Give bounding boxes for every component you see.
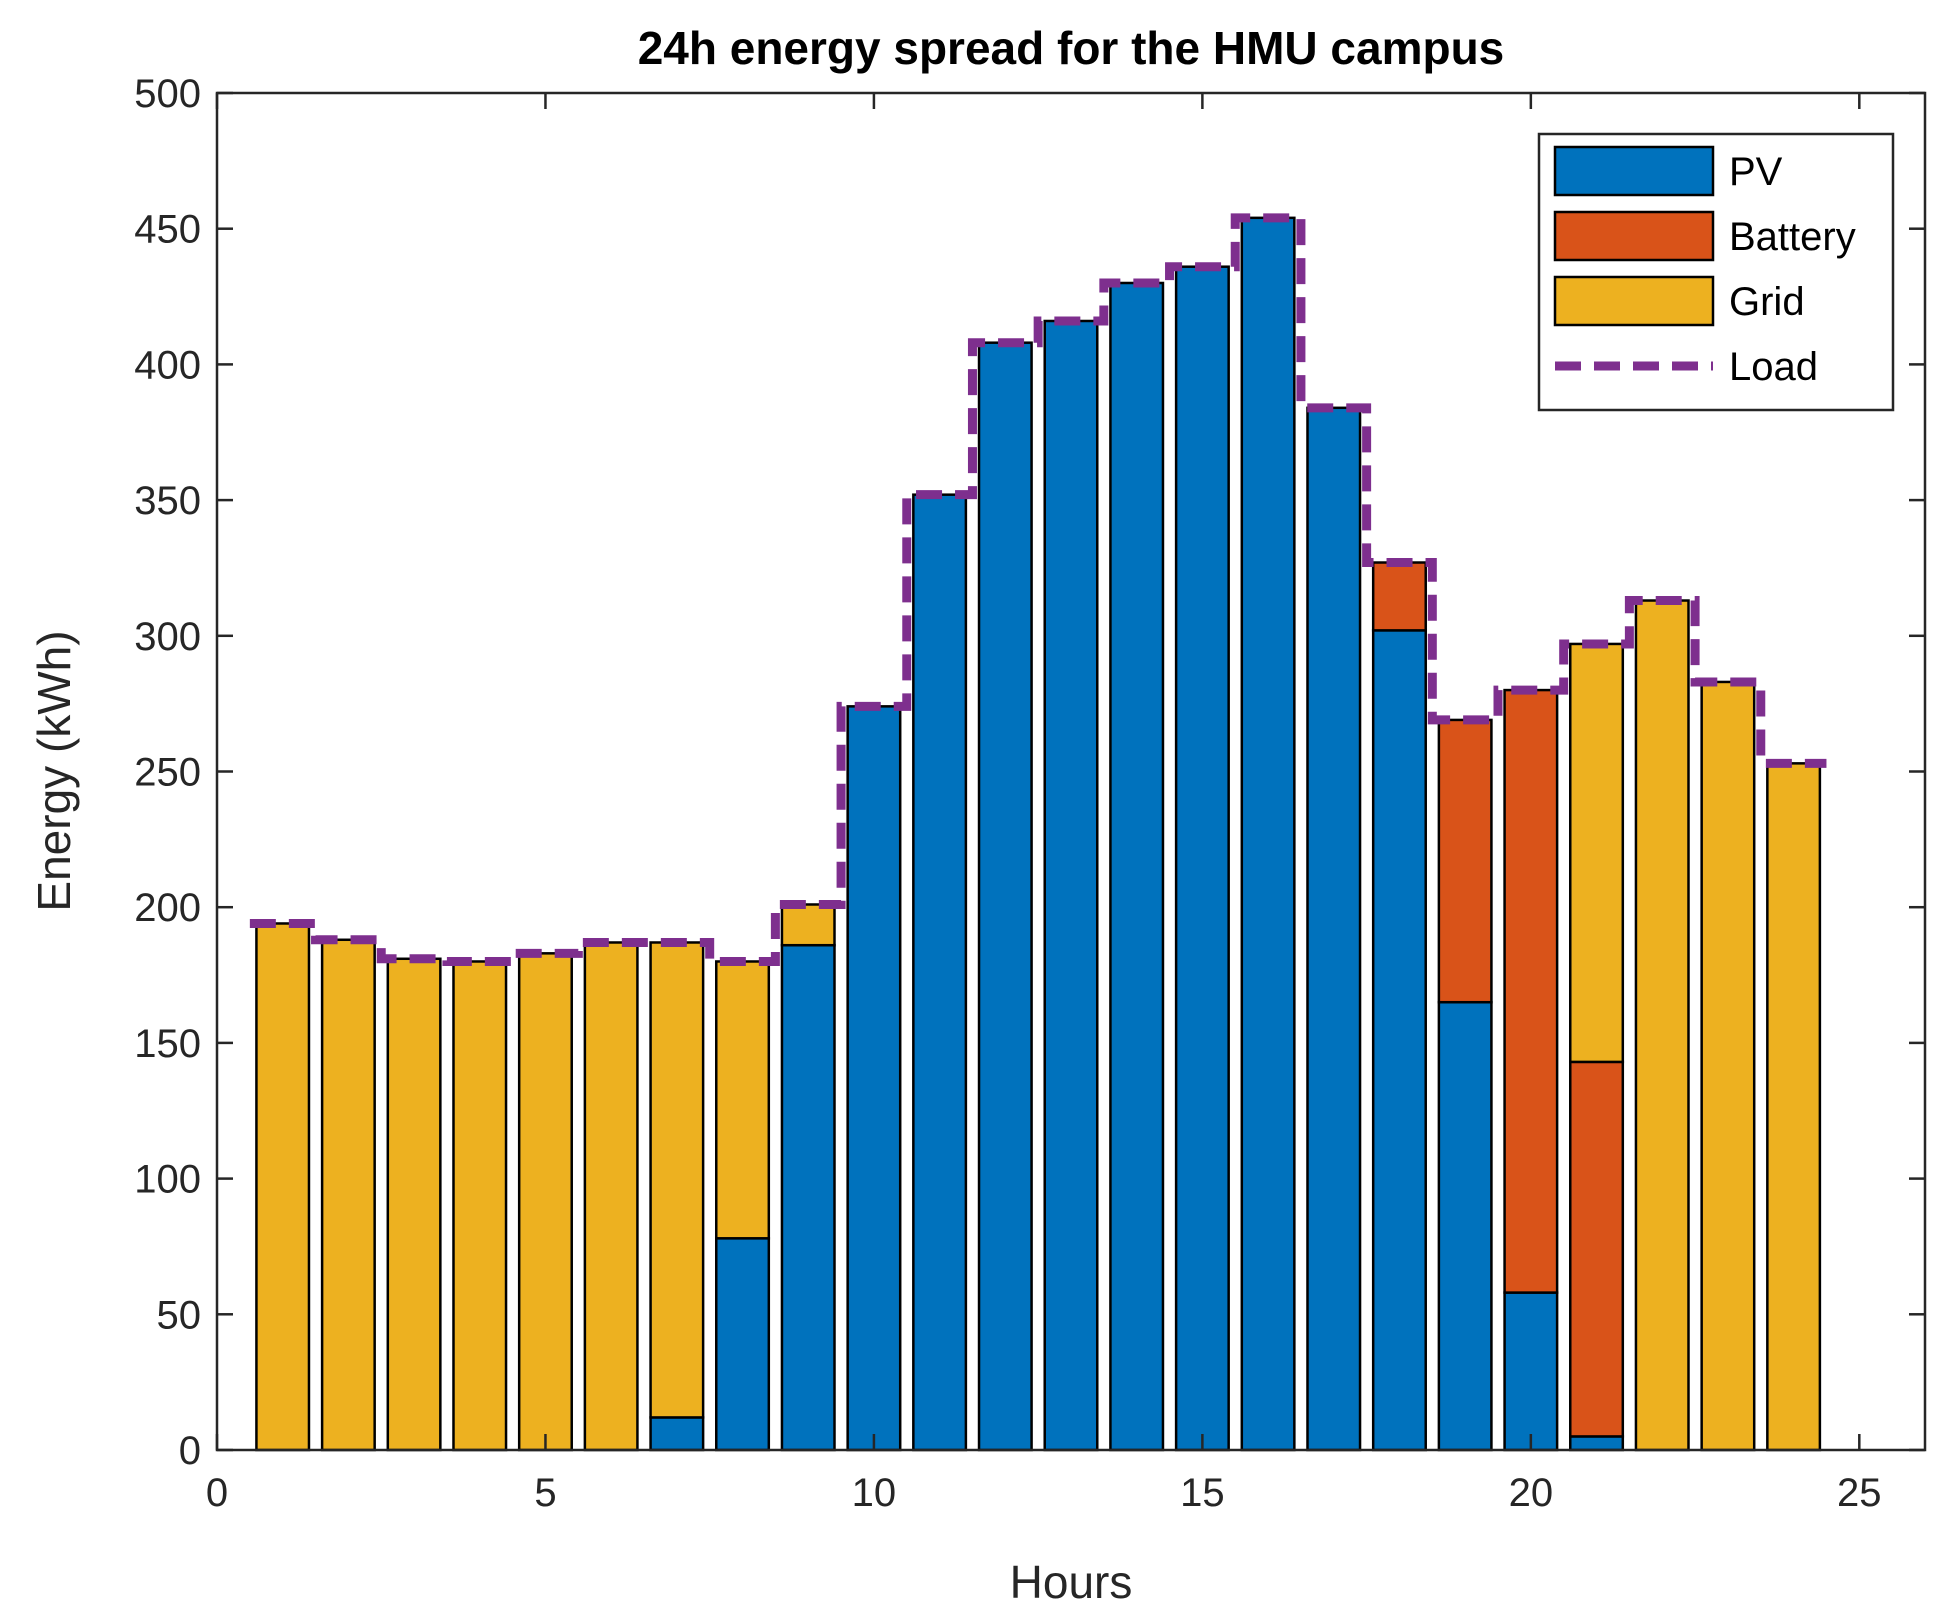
bar-pv-hour-9 <box>780 943 836 1452</box>
y-tick-label: 200 <box>134 886 201 930</box>
bar-grid-hour-1 <box>255 922 311 1452</box>
y-tick-label: 500 <box>134 72 201 116</box>
legend: PV Battery Grid Load <box>1537 132 1895 412</box>
y-tick-label: 400 <box>134 343 201 387</box>
bar-pv-hour-17 <box>1306 406 1362 1452</box>
bar-pv-hour-10 <box>846 705 902 1452</box>
bar-pv-hour-19 <box>1437 1000 1493 1452</box>
bar-battery-hour-18 <box>1371 561 1427 632</box>
x-tick-label: 0 <box>206 1471 228 1515</box>
bar-pv-hour-18 <box>1371 629 1427 1452</box>
x-tick-label: 5 <box>534 1471 556 1515</box>
legend-label-battery: Battery <box>1729 215 1856 259</box>
y-tick-label: 300 <box>134 615 201 659</box>
bar-grid-hour-6 <box>583 941 639 1452</box>
y-tick-label: 150 <box>134 1022 201 1066</box>
bar-pv-hour-11 <box>912 493 968 1452</box>
x-tick-label: 25 <box>1837 1471 1882 1515</box>
y-tick-label: 350 <box>134 479 201 523</box>
legend-swatch-battery <box>1553 210 1715 262</box>
y-tick-label: 250 <box>134 751 201 795</box>
bar-grid-hour-8 <box>715 960 771 1240</box>
load-line-layer <box>249 213 1827 966</box>
bar-grid-hour-22 <box>1634 599 1690 1452</box>
bar-grid-hour-7 <box>649 941 705 1419</box>
bar-pv-hour-21 <box>1569 1435 1625 1452</box>
legend-swatch-pv <box>1553 145 1715 197</box>
bar-pv-hour-13 <box>1043 319 1099 1452</box>
legend-label-pv: PV <box>1729 150 1783 194</box>
bar-pv-hour-16 <box>1240 216 1296 1452</box>
bar-grid-hour-24 <box>1766 762 1822 1452</box>
x-axis-label: Hours <box>1010 1556 1133 1608</box>
legend-label-load: Load <box>1729 345 1818 389</box>
bar-grid-hour-23 <box>1700 680 1756 1452</box>
y-tick-label: 450 <box>134 208 201 252</box>
load-line <box>249 213 1827 966</box>
bar-battery-hour-21 <box>1569 1060 1625 1438</box>
y-tick-label: 50 <box>157 1293 202 1337</box>
y-tick-label: 0 <box>179 1429 201 1473</box>
bar-pv-hour-8 <box>715 1237 771 1452</box>
bar-pv-hour-15 <box>1174 265 1230 1452</box>
bar-pv-hour-14 <box>1109 281 1165 1452</box>
bar-grid-hour-5 <box>517 952 573 1452</box>
bar-battery-hour-20 <box>1503 688 1559 1294</box>
x-tick-label: 15 <box>1180 1471 1225 1515</box>
bar-grid-hour-21 <box>1569 642 1625 1064</box>
bar-pv-hour-20 <box>1503 1291 1559 1452</box>
axes-layer: 0 50 100 150 200 250 300 350 400 450 500 0 5 10 15 20 25 <box>134 72 1927 1515</box>
bar-grid-hour-3 <box>386 957 442 1452</box>
bar-battery-hour-19 <box>1437 718 1493 1004</box>
x-tick-label: 20 <box>1509 1471 1554 1515</box>
bar-grid-hour-4 <box>452 960 508 1452</box>
bar-grid-hour-2 <box>320 938 376 1452</box>
y-axis-label: Energy (kWh) <box>28 630 80 911</box>
legend-label-grid: Grid <box>1729 280 1805 324</box>
bar-pv-hour-7 <box>649 1416 705 1452</box>
chart-title: 24h energy spread for the HMU campus <box>638 22 1505 74</box>
bar-pv-hour-12 <box>977 341 1033 1452</box>
bar-grid-hour-9 <box>780 903 836 947</box>
bars-layer <box>255 216 1822 1452</box>
y-tick-label: 100 <box>134 1158 201 1202</box>
legend-swatch-grid <box>1553 275 1715 327</box>
x-tick-label: 10 <box>852 1471 897 1515</box>
